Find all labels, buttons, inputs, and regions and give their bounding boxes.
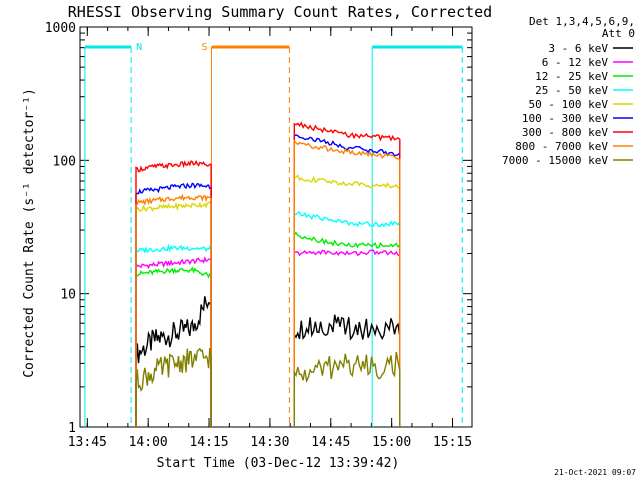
- series-line: [293, 134, 401, 427]
- legend-label: 800 - 7000 keV: [515, 140, 608, 153]
- series-line: [135, 159, 212, 427]
- y-axis-label: Corrected Count Rate (s⁻¹ detector⁻¹): [22, 88, 37, 378]
- y-tick-label: 100: [53, 154, 76, 169]
- legend-label: 7000 - 15000 keV: [502, 154, 608, 167]
- series-line: [293, 314, 401, 427]
- x-tick-label: 14:30: [250, 435, 289, 450]
- flag-label-S: S: [201, 42, 207, 53]
- x-tick-label: 14:45: [311, 435, 350, 450]
- y-tick-label: 1000: [45, 21, 76, 36]
- series-line: [135, 182, 212, 427]
- legend-label: 50 - 100 keV: [529, 98, 609, 111]
- legend-label: 12 - 25 keV: [535, 70, 608, 83]
- series-line: [135, 201, 212, 427]
- series-line: [293, 211, 401, 427]
- legend-label: 25 - 50 keV: [535, 84, 608, 97]
- legend-label: 6 - 12 keV: [542, 56, 609, 69]
- series-line: [135, 347, 212, 427]
- series-line: [293, 231, 401, 427]
- series-line: [293, 351, 401, 427]
- chart-title: RHESSI Observing Summary Count Rates, Co…: [68, 3, 492, 21]
- x-tick-label: 14:00: [129, 435, 168, 450]
- footer-date: 21-Oct-2021 09:07: [554, 468, 636, 477]
- x-axis-label: Start Time (03-Dec-12 13:39:42): [157, 456, 400, 471]
- y-tick-label: 1: [68, 421, 76, 436]
- flag-label-N: N: [136, 42, 142, 53]
- x-tick-label: 15:00: [372, 435, 411, 450]
- y-tick-label: 10: [60, 288, 76, 303]
- series-line: [135, 266, 212, 427]
- x-tick-label: 14:15: [189, 435, 228, 450]
- x-tick-label: 15:15: [433, 435, 472, 450]
- series-line: [135, 193, 212, 427]
- series-line: [293, 138, 401, 427]
- legend-label: 100 - 300 keV: [522, 112, 608, 125]
- x-tick-label: 13:45: [68, 435, 107, 450]
- legend-label: 300 - 800 keV: [522, 126, 608, 139]
- legend-header-detectors: Det 1,3,4,5,6,9,: [529, 15, 635, 28]
- series-line: [135, 296, 212, 427]
- legend-header-attenuator: Att 0: [602, 27, 635, 40]
- series-line: [293, 174, 401, 427]
- series-line: [135, 256, 212, 427]
- legend-label: 3 - 6 keV: [548, 42, 608, 55]
- series-line: [135, 243, 212, 427]
- series-line: [293, 121, 401, 427]
- series-line: [293, 249, 401, 427]
- plot-frame: [79, 26, 473, 428]
